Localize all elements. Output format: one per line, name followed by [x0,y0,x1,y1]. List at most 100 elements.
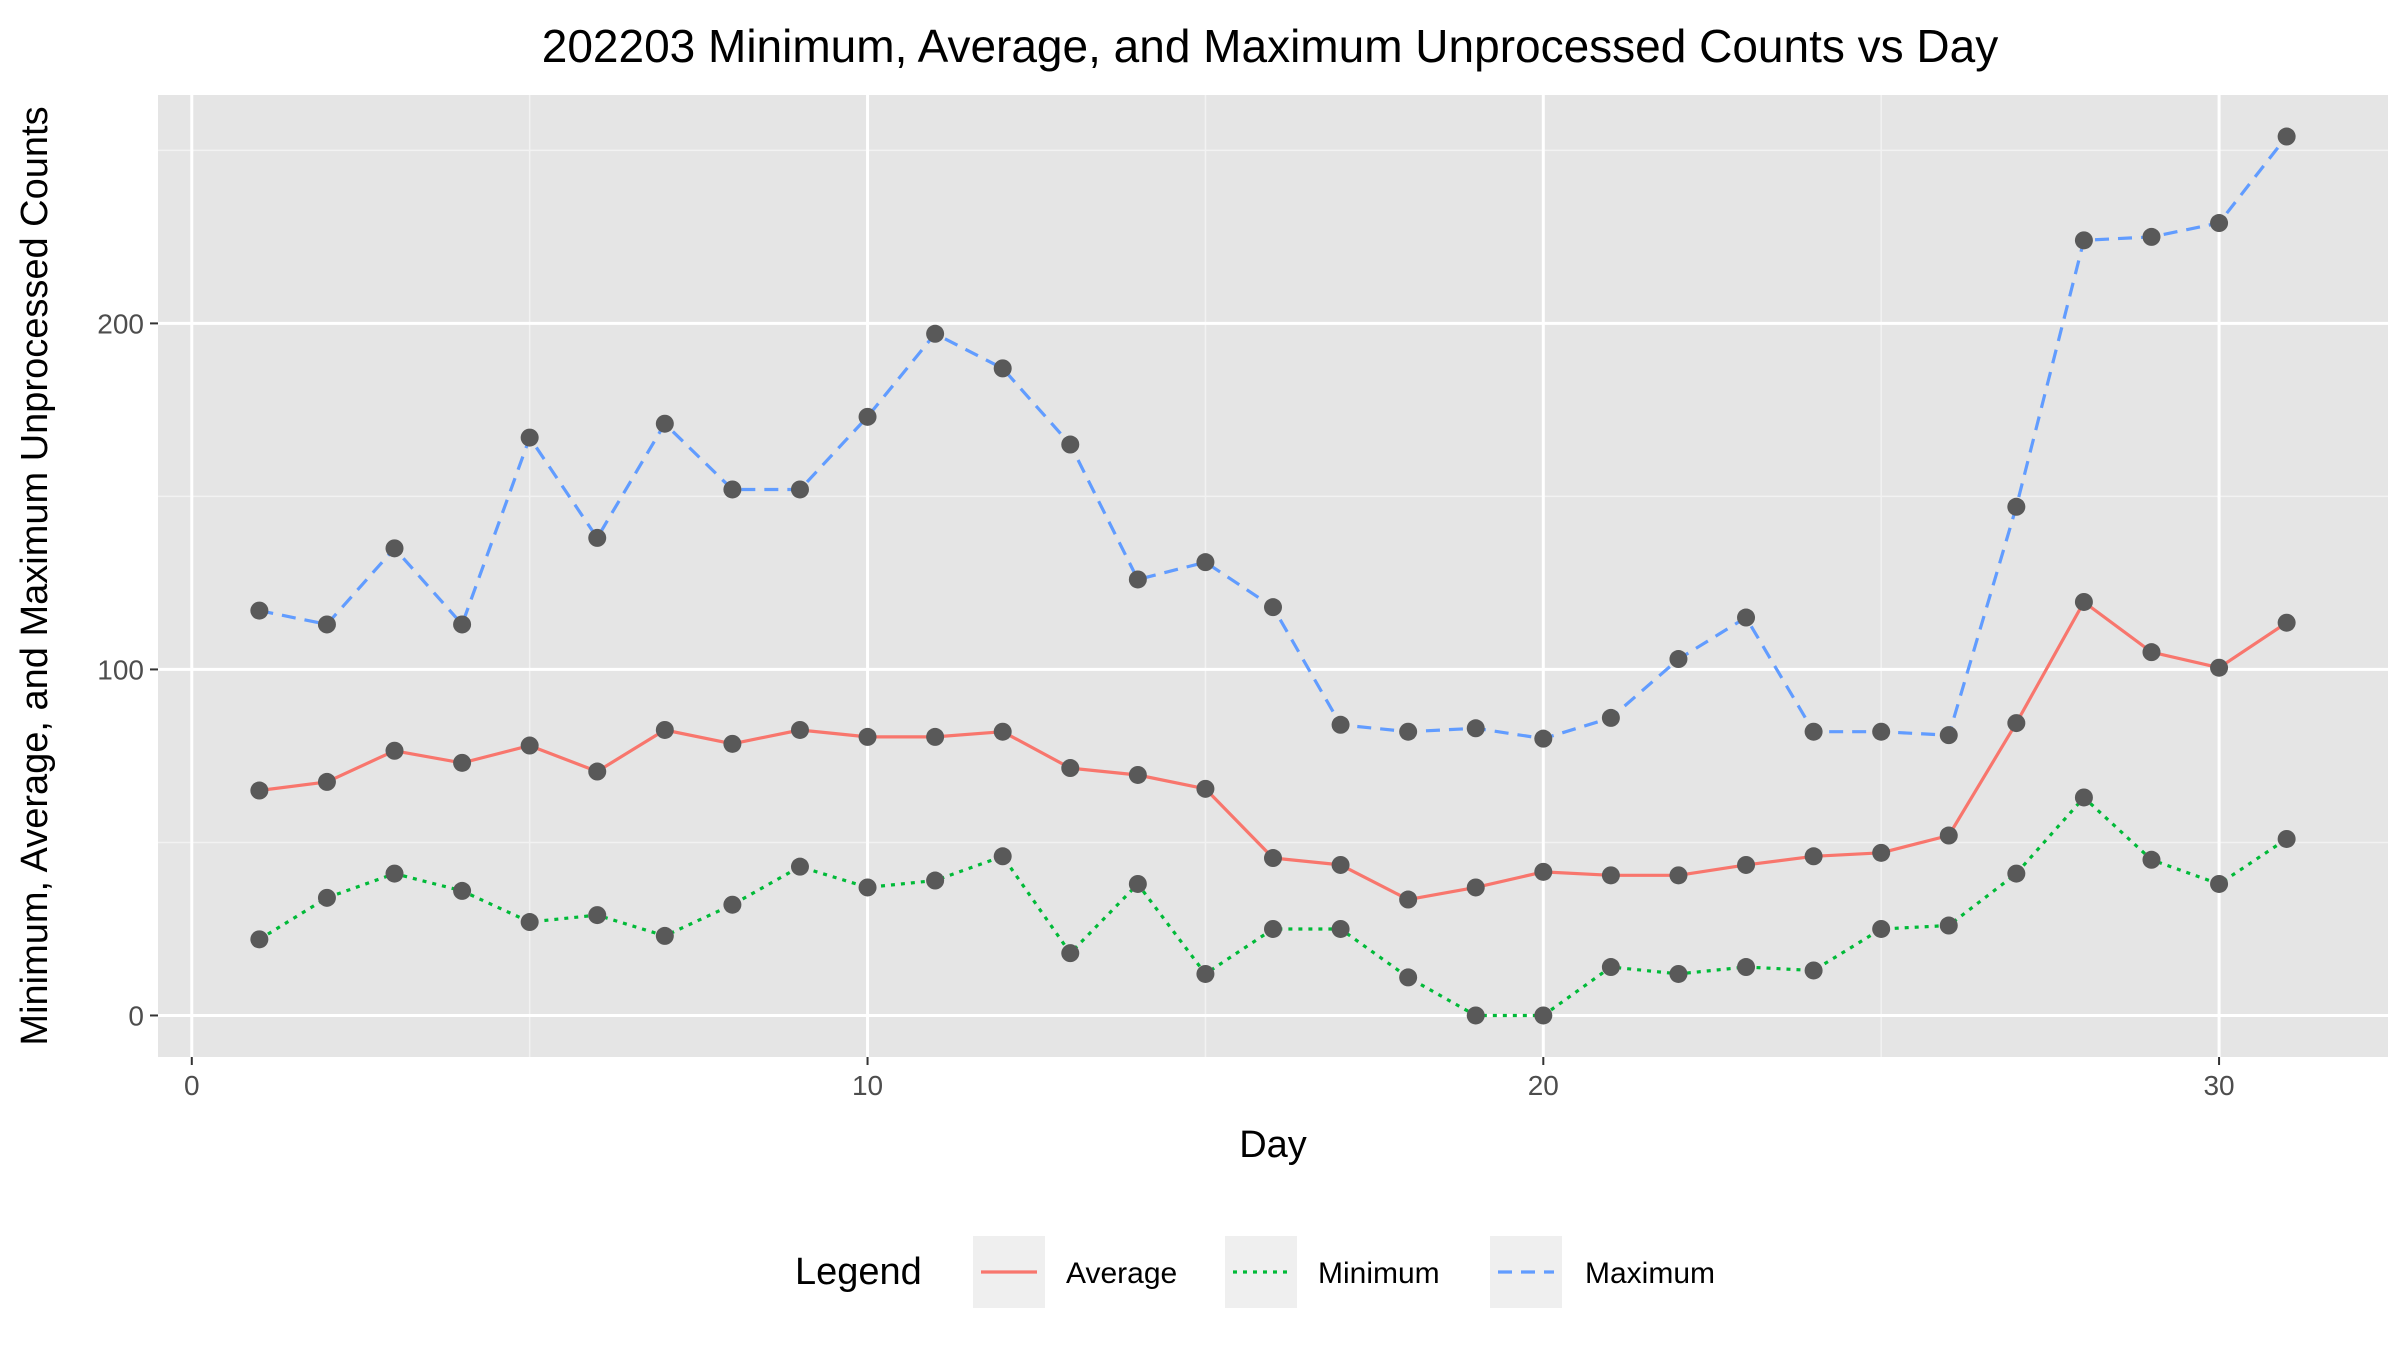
minimum-data-point [1128,874,1147,893]
maximum-data-point [2007,497,2026,516]
average-data-point [1466,878,1485,897]
minimum-data-point [1804,961,1823,980]
axes: 0 10 20 30 0 100 200 [97,308,2234,1101]
minimum-data-point [2142,850,2161,869]
minimum-data-point [2074,788,2093,807]
minimum-data-point [655,926,674,945]
minimum-data-point [1534,1006,1553,1025]
x-axis-title: Day [1239,1124,1307,1166]
maximum-data-point [1196,553,1215,572]
average-data-point [790,720,809,739]
average-data-point [1737,855,1756,874]
minimum-data-point [1737,958,1756,977]
y-tick-label: 200 [97,308,144,339]
minimum-data-point [1264,919,1282,938]
average-data-point [1804,847,1823,866]
average-data-point [2142,643,2161,662]
average-data-point [2210,658,2229,677]
average-data-point [588,762,607,781]
average-data-point [520,736,539,755]
x-tick-label: 30 [2203,1070,2234,1101]
average-data-point [2007,714,2026,733]
minimum-data-point [2007,864,2026,883]
minimum-data-point [588,906,607,925]
maximum-legend-label: Maximum [1585,1257,1715,1290]
minimum-data-point [993,847,1012,866]
chart-title: 202203 Minimum, Average, and Maximum Unp… [542,20,1999,72]
y-axis-title: Minimum, Average, and Maximum Unprocesse… [14,106,56,1045]
legend: Legend Average Minimum Maximum [795,1236,1715,1308]
average-data-point [250,781,269,800]
minimum-data-point [926,871,945,890]
average-legend-label: Average [1066,1257,1177,1290]
maximum-data-point [1399,722,1418,741]
average-data-point [1128,765,1147,784]
minimum-data-point [250,930,269,949]
maximum-data-point [1061,435,1080,454]
average-data-point [2277,613,2296,632]
maximum-data-point [1331,715,1350,734]
minimum-data-point [858,878,877,897]
average-data-point [1939,826,1958,845]
average-data-point [453,753,472,772]
average-data-point [2074,592,2093,611]
data-points [250,127,2296,1025]
maximum-data-point [453,615,472,634]
minimum-data-point [1669,964,1688,983]
maximum-data-point [1804,722,1823,741]
minimum-data-point [1939,916,1958,935]
minimum-data-point [2210,874,2229,893]
minimum-data-point [790,857,809,876]
maximum-data-point [385,539,404,558]
minimum-data-point [385,864,404,883]
maximum-data-point [1669,650,1688,669]
average-data-point [723,734,742,753]
minimum-data-point [520,913,539,932]
maximum-data-point [2142,227,2161,246]
minimum-data-point [1196,964,1215,983]
maximum-data-point [858,407,877,426]
minimum-data-point [1466,1006,1485,1025]
minimum-data-point [317,888,336,907]
minimum-data-point [1331,919,1350,938]
grid-lines [158,95,2388,1057]
minimum-legend-label: Minimum [1318,1257,1440,1290]
minimum-data-point [1601,958,1620,977]
maximum-data-point [2074,231,2093,250]
maximum-data-point [790,480,809,499]
average-data-point [1872,843,1891,862]
minimum-data-point [453,881,472,900]
maximum-data-point [2210,214,2229,233]
y-tick-label: 100 [97,654,144,685]
maximum-data-point [1264,598,1282,617]
minimum-data-point [1872,919,1891,938]
average-data-point [1399,890,1418,909]
maximum-data-point [1872,722,1891,741]
x-tick-label: 10 [852,1070,883,1101]
maximum-data-point [1534,729,1553,748]
maximum-data-point [1737,608,1756,627]
average-data-point [317,772,336,791]
average-data-point [655,720,674,739]
minimum-data-point [2277,829,2296,848]
minimum-data-point [1061,944,1080,963]
maximum-data-point [2277,127,2296,146]
maximum-data-point [250,601,269,620]
maximum-data-point [588,528,607,547]
maximum-data-point [1939,726,1958,745]
minimum-data-point [1399,968,1418,987]
x-tick-label: 0 [184,1070,200,1101]
x-tick-label: 20 [1528,1070,1559,1101]
average-data-point [1196,779,1215,798]
maximum-data-point [655,414,674,433]
average-data-point [926,727,945,746]
y-tick-label: 0 [128,1000,144,1031]
average-data-point [1264,849,1282,868]
average-data-point [1534,862,1553,881]
maximum-data-point [1466,719,1485,738]
average-data-point [993,722,1012,741]
average-data-point [1331,855,1350,874]
maximum-data-point [993,359,1012,378]
plot-panel [158,95,2388,1057]
